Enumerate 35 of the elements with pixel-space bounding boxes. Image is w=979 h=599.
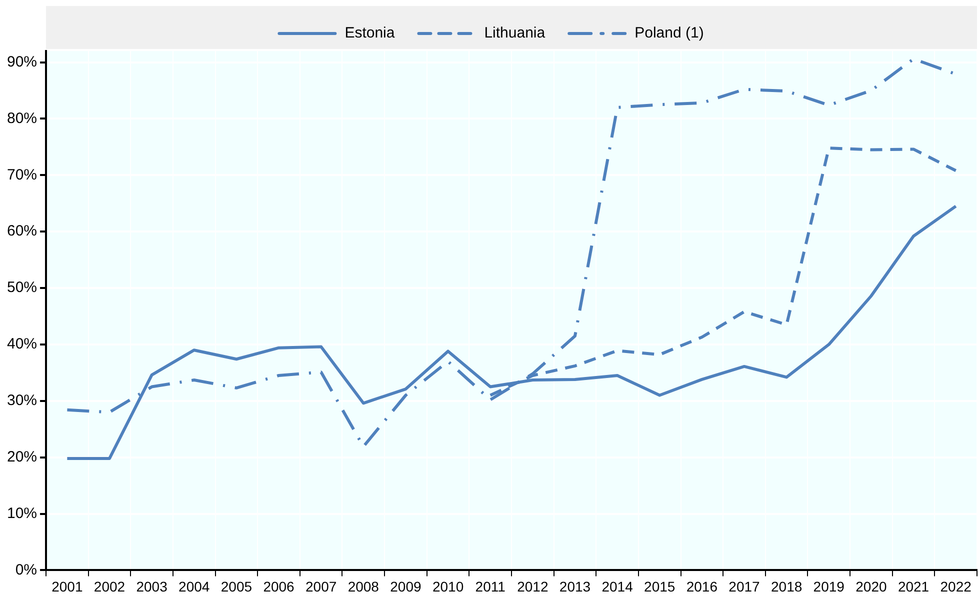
y-tick-label: 60% — [6, 222, 38, 240]
y-tick-label: 50% — [6, 279, 38, 296]
x-tick-label: 2017 — [728, 578, 760, 594]
legend-label: Poland (1) — [634, 24, 704, 42]
x-tick-label: 2013 — [559, 578, 591, 594]
x-tick-label: 2020 — [856, 578, 887, 594]
x-tick-label: 2007 — [306, 578, 337, 594]
x-tick-label: 2018 — [770, 578, 802, 594]
legend-label: Estonia — [344, 24, 396, 42]
x-tick-label: 2019 — [813, 578, 845, 594]
y-tick-label: 20% — [6, 448, 38, 466]
x-tick-label: 2008 — [348, 578, 380, 594]
y-tick-label: 30% — [6, 392, 38, 410]
x-tick-label: 2003 — [136, 578, 168, 594]
x-tick-label: 2001 — [52, 578, 83, 594]
legend-label: Lithuania — [484, 24, 546, 42]
x-tick-label: 2004 — [178, 578, 210, 594]
x-tick-label: 2006 — [263, 578, 295, 594]
y-tick-label: 70% — [6, 166, 38, 184]
x-tick-label: 2015 — [644, 578, 676, 594]
x-tick-label: 2021 — [898, 578, 930, 594]
x-tick-label: 2014 — [602, 578, 634, 594]
x-tick-label: 2009 — [390, 578, 422, 594]
x-tick-label: 2022 — [940, 578, 972, 594]
y-tick-label: 0% — [15, 561, 38, 578]
x-tick-label: 2011 — [475, 578, 506, 594]
y-tick-label: 80% — [6, 110, 38, 127]
x-tick-label: 2010 — [432, 578, 464, 594]
y-tick-label: 90% — [6, 53, 38, 70]
y-tick-label: 10% — [6, 504, 38, 522]
x-tick-label: 2002 — [94, 578, 126, 594]
x-tick-label: 2016 — [686, 578, 718, 594]
y-tick-label: 40% — [6, 336, 38, 353]
x-tick-label: 2012 — [517, 578, 548, 594]
x-tick-label: 2005 — [220, 578, 252, 594]
